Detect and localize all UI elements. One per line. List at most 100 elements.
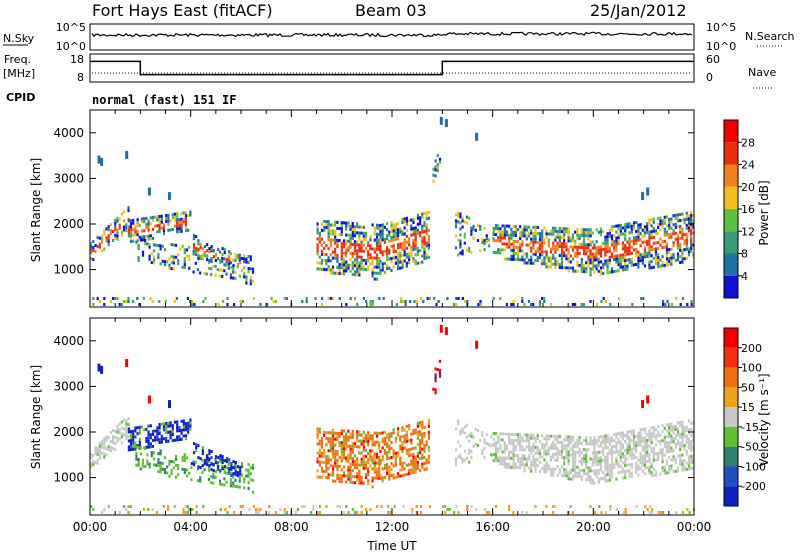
echo-cell — [393, 505, 396, 508]
echo-cell — [628, 231, 631, 235]
echo-cell — [320, 237, 324, 241]
echo-cell — [545, 452, 548, 456]
echo-cell — [176, 218, 179, 222]
echo-cell — [536, 259, 539, 262]
echo-cell — [342, 471, 346, 475]
echo-cell — [543, 226, 546, 230]
y-tick-label: 1000 — [53, 471, 84, 485]
echo-cell — [543, 238, 546, 242]
echo-cell — [679, 454, 682, 457]
echo-cell — [665, 254, 669, 258]
echo-cell — [345, 224, 348, 228]
echo-cell — [425, 232, 428, 236]
echo-cell — [646, 255, 649, 258]
echo-cell — [318, 237, 321, 241]
echo-cell — [538, 440, 542, 444]
echo-cell — [619, 449, 622, 453]
echo-cell — [492, 442, 495, 446]
echo-cell — [362, 237, 365, 241]
echo-cell — [230, 468, 233, 472]
echo-cell — [92, 463, 95, 467]
echo-cell — [549, 303, 552, 306]
echo-cell — [558, 242, 561, 245]
echo-cell — [600, 511, 603, 514]
echo-cell — [217, 468, 220, 472]
echo-cell — [654, 253, 658, 257]
echo-cell — [530, 445, 533, 449]
echo-cell — [665, 215, 669, 219]
echo-cell — [397, 430, 400, 434]
echo-cell — [487, 443, 491, 447]
echo-cell — [118, 303, 121, 306]
echo-cell — [394, 255, 397, 259]
echo-cell — [221, 461, 224, 465]
echo-cell — [672, 241, 675, 245]
echo-cell — [163, 248, 167, 252]
echo-cell — [632, 248, 636, 252]
echo-cell — [159, 467, 162, 471]
x-tick-label: 00:00 — [677, 520, 712, 534]
echo-cell — [523, 457, 526, 461]
echo-cell — [657, 223, 660, 226]
echo-cell — [687, 458, 691, 462]
echo-cell — [508, 456, 511, 460]
echo-cell — [676, 234, 680, 238]
echo-cell — [205, 272, 208, 276]
echo-cell — [505, 242, 509, 246]
echo-cell — [554, 259, 557, 263]
echo-cell — [327, 476, 330, 480]
echo-cell — [646, 448, 649, 451]
echo-cell — [364, 467, 368, 470]
echo-cell — [576, 245, 579, 249]
echo-cell — [320, 258, 324, 262]
echo-cell — [176, 230, 179, 234]
echo-cell — [369, 238, 372, 242]
echo-cell — [283, 297, 286, 300]
echo-cell — [536, 247, 539, 250]
echo-cell — [427, 255, 430, 259]
echo-cell — [141, 253, 145, 257]
echo-cell — [599, 462, 603, 466]
echo-cell — [608, 466, 611, 470]
echo-cell — [356, 457, 359, 461]
echo-cell — [597, 438, 600, 442]
echo-cell — [648, 233, 651, 237]
echo-cell — [249, 267, 252, 271]
echo-cell — [223, 465, 226, 469]
echo-cell — [492, 227, 495, 230]
echo-cell — [436, 169, 439, 173]
echo-cell — [510, 432, 513, 436]
echo-cell — [641, 234, 644, 238]
echo-cell — [643, 466, 647, 470]
echo-cell — [353, 466, 357, 470]
echo-cell — [613, 234, 616, 237]
echo-cell — [353, 249, 357, 253]
echo-cell — [158, 423, 161, 426]
echo-cell — [455, 303, 458, 306]
echo-cell — [375, 259, 379, 263]
echo-cell — [383, 225, 386, 229]
echo-cell — [141, 250, 145, 254]
echo-cell — [399, 459, 402, 463]
echo-cell — [177, 467, 180, 471]
echo-cell — [157, 458, 160, 462]
echo-cell — [492, 459, 495, 462]
echo-cell — [661, 222, 664, 226]
echo-cell — [210, 248, 213, 252]
echo-cell — [690, 247, 693, 250]
echo-cell — [403, 244, 406, 248]
echo-cell — [421, 432, 424, 436]
echo-cell — [503, 230, 506, 234]
echo-cell — [615, 435, 618, 439]
echo-cell — [630, 465, 633, 469]
echo-cell — [690, 211, 693, 214]
echo-cell — [532, 237, 535, 241]
echo-cell — [608, 451, 611, 455]
echo-cell — [659, 511, 662, 514]
echo-cell — [421, 423, 424, 427]
echo-cell — [105, 227, 108, 231]
echo-cell — [176, 420, 179, 424]
echo-cell — [599, 230, 603, 234]
echo-cell — [650, 233, 653, 237]
echo-cell — [214, 461, 218, 465]
